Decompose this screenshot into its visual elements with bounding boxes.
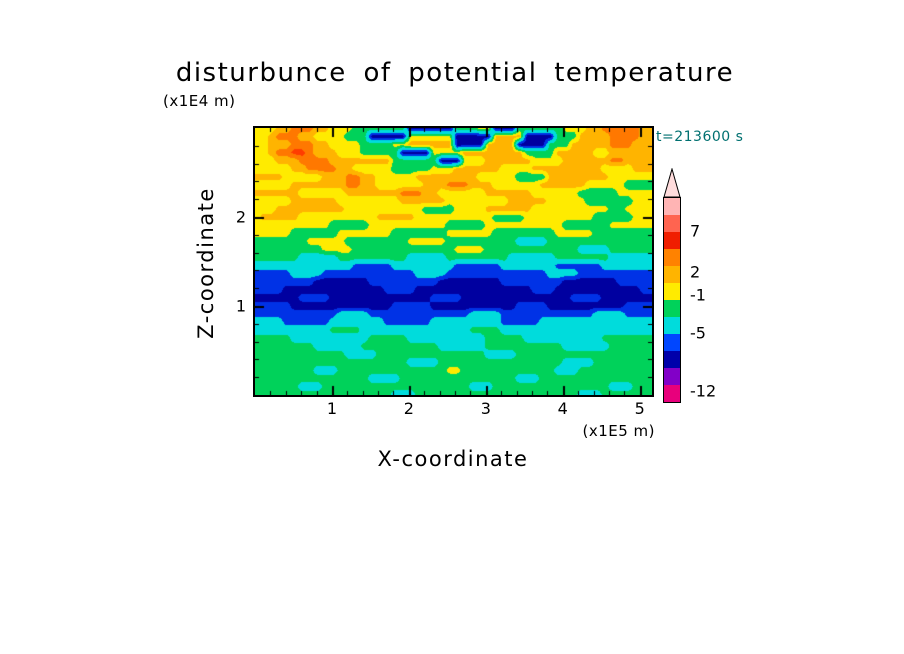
x-tick-label: 3 [480, 399, 491, 418]
colorbar-segment [664, 317, 680, 334]
colorbar-segment [664, 300, 680, 317]
time-annotation: t=213600 s [656, 129, 744, 145]
colorbar-label: 2 [690, 262, 701, 282]
colorbar-segment [664, 266, 680, 283]
colorbar-segment [664, 334, 680, 351]
x-tick-label: 2 [403, 399, 414, 418]
colorbar-label: 7 [690, 221, 701, 241]
colorbar-label: -1 [690, 285, 706, 305]
colorbar-label: -12 [690, 381, 717, 401]
y-tick-label: 1 [235, 296, 246, 316]
y-axis-unit-label: (x1E4 m) [163, 92, 236, 110]
colorbar-segment [664, 283, 680, 300]
x-axis-title: X-coordinate [377, 447, 529, 471]
colorbar-segment [664, 351, 680, 368]
colorbar-segments [663, 197, 681, 403]
x-axis-unit-label: (x1E5 m) [582, 422, 655, 440]
colorbar-segment [664, 368, 680, 385]
colorbar-label: -5 [690, 323, 706, 343]
y-tick-label: 2 [235, 207, 246, 227]
colorbar-segment [664, 215, 680, 232]
chart-title: disturbunce of potential temperature [175, 58, 735, 88]
colorbar-arrow-icon [663, 168, 681, 198]
plot-area [253, 126, 654, 397]
y-axis-title: Z-coordinate [194, 187, 218, 339]
colorbar-arrow-shape [663, 168, 681, 198]
x-tick-label: 4 [557, 399, 568, 418]
heatmap-canvas [255, 128, 652, 395]
colorbar-segment [664, 232, 680, 249]
colorbar-segment [664, 198, 680, 215]
colorbar [663, 168, 681, 403]
colorbar-segment [664, 249, 680, 266]
x-tick-label: 5 [634, 399, 645, 418]
x-tick-label: 1 [326, 399, 338, 418]
colorbar-segment [664, 385, 680, 402]
